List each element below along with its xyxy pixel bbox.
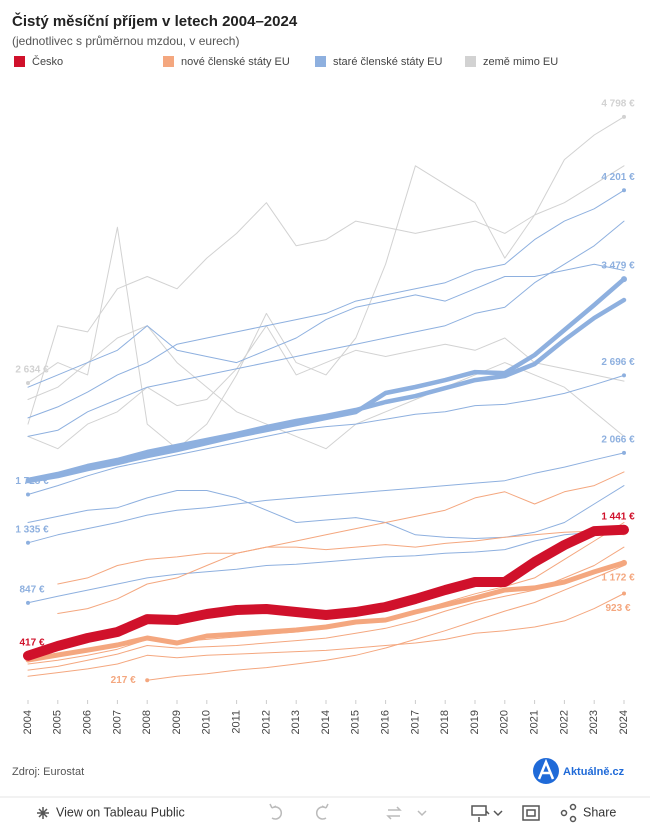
legend-swatch xyxy=(465,56,476,67)
point xyxy=(622,591,626,596)
series-line xyxy=(27,116,625,450)
series-line xyxy=(25,560,627,663)
value-label: 417 € xyxy=(19,637,44,648)
value-label: 1 335 € xyxy=(15,524,49,535)
revert-icon[interactable] xyxy=(386,806,427,820)
undo-icon[interactable] xyxy=(269,803,282,820)
x-tick-label: 2024 xyxy=(618,710,630,734)
series-line xyxy=(27,528,625,604)
value-label: 1 441 € xyxy=(601,511,635,522)
value-label: 3 479 € xyxy=(601,261,635,272)
legend-swatch xyxy=(315,56,326,67)
series-line xyxy=(57,471,625,614)
x-tick-label: 2005 xyxy=(52,710,64,734)
x-tick-label: 2016 xyxy=(380,710,392,734)
share-icon-dot xyxy=(569,803,577,811)
view-button[interactable]: View on Tableau Public xyxy=(37,805,185,819)
chart-title: Čistý měsíční příjem v letech 2004–2024 xyxy=(12,12,298,30)
toolbar xyxy=(0,797,650,827)
point xyxy=(621,276,627,283)
x-tick-label: 2006 xyxy=(82,710,94,734)
x-tick-label: 2010 xyxy=(201,710,213,734)
point xyxy=(622,373,626,378)
legend-label: nové členské státy EU xyxy=(181,56,290,68)
value-label: 2 696 € xyxy=(601,357,635,368)
download-icon[interactable] xyxy=(471,805,503,822)
redo-icon[interactable] xyxy=(316,803,329,820)
x-tick-label: 2004 xyxy=(22,710,34,734)
series-line xyxy=(27,189,625,419)
x-tick-label: 2009 xyxy=(171,710,183,734)
value-label: 4 201 € xyxy=(601,172,635,183)
logo-letter xyxy=(537,758,555,780)
series-line xyxy=(27,546,625,671)
x-tick-label: 2011 xyxy=(231,710,243,734)
series-line xyxy=(25,276,627,484)
value-label: 847 € xyxy=(19,584,44,595)
series-line xyxy=(57,530,625,585)
point xyxy=(622,188,626,193)
value-label: 923 € xyxy=(605,603,630,614)
series-line xyxy=(27,325,625,450)
legend-label: Česko xyxy=(32,55,63,68)
value-label: 217 € xyxy=(111,675,136,686)
legend-swatch xyxy=(14,56,25,67)
point xyxy=(26,600,30,605)
series-line xyxy=(27,263,625,388)
share-label: Share xyxy=(583,805,616,819)
point xyxy=(622,114,626,119)
value-label: 2 634 € xyxy=(15,365,49,376)
value-label: 2 066 € xyxy=(601,435,635,446)
share-button[interactable]: Share xyxy=(560,803,617,823)
legend-swatch xyxy=(163,56,174,67)
point xyxy=(145,678,150,683)
share-icon-dot xyxy=(560,809,568,817)
x-tick-label: 2015 xyxy=(350,710,362,734)
series-line xyxy=(146,565,625,681)
value-label: 1 728 € xyxy=(15,476,49,487)
series-line xyxy=(27,452,625,544)
logo-text: Aktuálně.cz xyxy=(563,766,625,778)
point xyxy=(25,652,31,659)
x-tick-label: 2023 xyxy=(588,710,600,734)
x-tick-label: 2020 xyxy=(499,710,511,734)
series-line xyxy=(27,220,625,437)
series-line xyxy=(27,593,625,677)
point xyxy=(621,526,627,533)
series-line xyxy=(23,524,629,661)
legend-label: země mimo EU xyxy=(483,56,558,68)
x-tick-label: 2008 xyxy=(141,710,153,734)
point xyxy=(26,492,30,497)
value-label: 1 172 € xyxy=(601,572,635,583)
point xyxy=(622,450,626,455)
x-tick-label: 2018 xyxy=(439,710,451,734)
x-tick-label: 2013 xyxy=(290,710,302,734)
x-tick-label: 2021 xyxy=(529,710,541,734)
fullscreen-icon[interactable] xyxy=(522,805,540,821)
source: Zdroj: Eurostat xyxy=(12,766,84,778)
x-tick-label: 2014 xyxy=(320,710,332,734)
value-label: 4 798 € xyxy=(601,98,635,109)
x-tick-label: 2012 xyxy=(260,710,272,734)
logo[interactable]: Aktuálně.cz xyxy=(533,758,625,784)
point xyxy=(26,540,30,545)
series-line xyxy=(27,165,625,425)
x-tick-label: 2017 xyxy=(409,710,421,734)
view-label: View on Tableau Public xyxy=(56,805,185,819)
series-line xyxy=(27,485,625,539)
series-line xyxy=(27,374,625,495)
tableau-icon xyxy=(37,807,49,819)
share-icon-dot xyxy=(569,815,577,823)
x-tick-label: 2022 xyxy=(558,710,570,734)
x-tick-label: 2019 xyxy=(469,710,481,734)
chart-subtitle: (jednotlivec s průměrnou mzdou, v eurech… xyxy=(12,34,239,48)
point xyxy=(26,381,30,386)
x-tick-label: 2007 xyxy=(111,710,123,734)
series-line xyxy=(27,325,625,450)
legend-label: staré členské státy EU xyxy=(333,56,442,68)
series-line xyxy=(25,297,627,483)
point xyxy=(621,559,627,566)
